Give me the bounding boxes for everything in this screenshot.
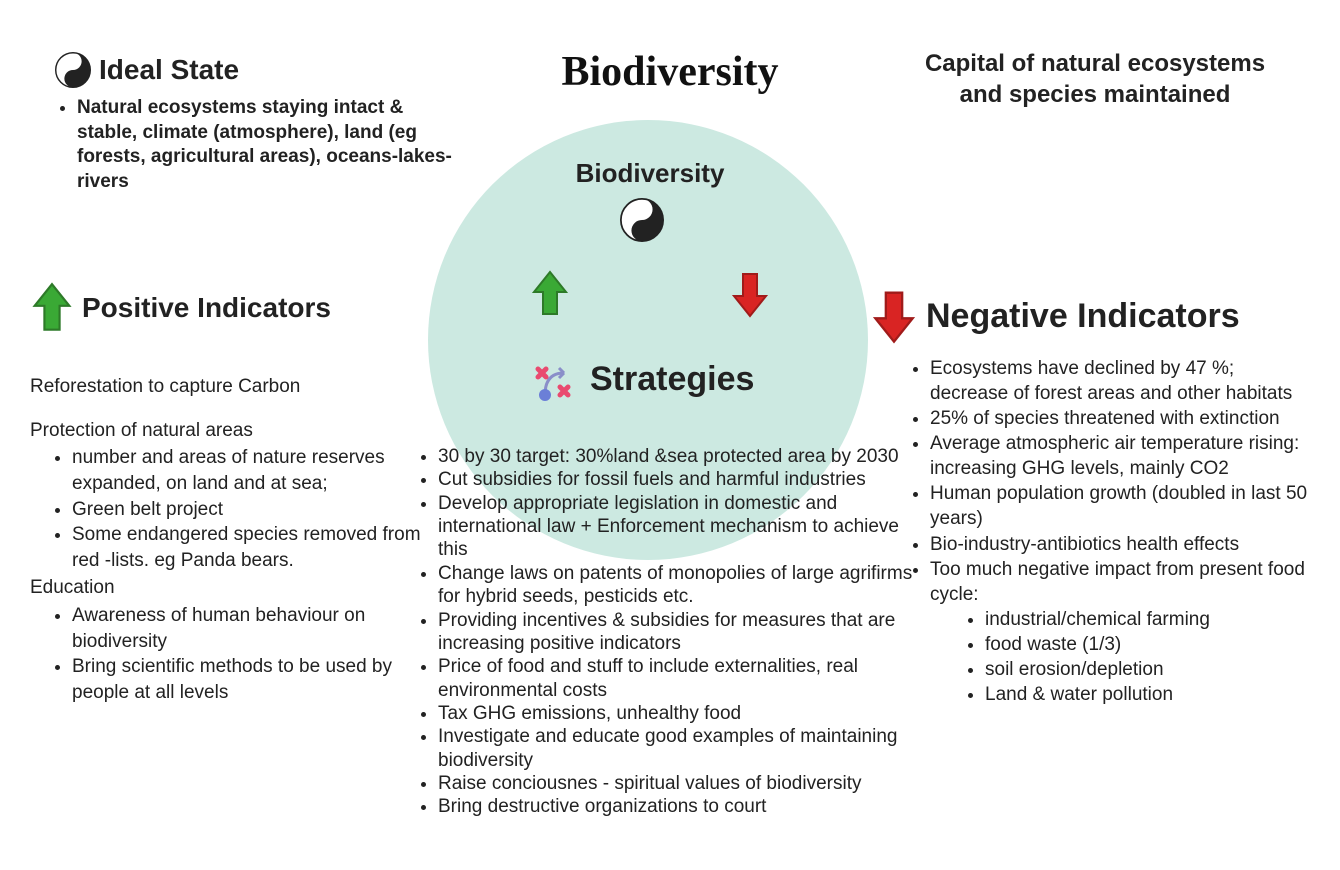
list-item: Bring scientific methods to be used by p… bbox=[72, 654, 430, 705]
list-item: Cut subsidies for fossil fuels and harmf… bbox=[438, 468, 925, 491]
negative-indicators-section: Negative Indicators Ecosystems have decl… bbox=[870, 288, 1315, 707]
positive-group-title: Education bbox=[30, 575, 430, 601]
positive-group-list: Awareness of human behaviour on biodiver… bbox=[30, 603, 430, 706]
list-item: Tax GHG emissions, unhealthy food bbox=[438, 702, 925, 725]
ideal-state-list: Natural ecosystems staying intact & stab… bbox=[55, 96, 455, 195]
main-title: Biodiversity bbox=[562, 48, 779, 96]
list-item: soil erosion/depletion bbox=[985, 657, 1315, 682]
positive-group-list: number and areas of nature reserves expa… bbox=[30, 445, 430, 573]
list-item: Some endangered species removed from red… bbox=[72, 522, 430, 573]
circle-down-arrow-icon bbox=[730, 270, 770, 318]
up-arrow-icon bbox=[30, 282, 74, 334]
positive-body: Reforestation to capture Carbon Protecti… bbox=[30, 374, 430, 706]
positive-group-title: Protection of natural areas bbox=[30, 418, 430, 444]
strategies-icon bbox=[530, 355, 578, 403]
strategies-section: 30 by 30 target: 30%land &sea protected … bbox=[420, 445, 925, 819]
list-item: Average atmospheric air temperature risi… bbox=[930, 431, 1315, 481]
subtitle: Capital of natural ecosystems and specie… bbox=[905, 48, 1285, 110]
ideal-state-heading-text: Ideal State bbox=[99, 54, 239, 86]
list-item: Bring destructive organizations to court bbox=[438, 795, 925, 818]
list-item: Green belt project bbox=[72, 497, 430, 523]
list-item: Investigate and educate good examples of… bbox=[438, 725, 925, 772]
list-item: number and areas of nature reserves expa… bbox=[72, 445, 430, 496]
list-item: Land & water pollution bbox=[985, 682, 1315, 707]
list-item: Raise conciousnes - spiritual values of … bbox=[438, 772, 925, 795]
negative-body: Ecosystems have declined by 47 %; decrea… bbox=[870, 356, 1315, 707]
circle-yinyang-icon bbox=[620, 198, 664, 242]
list-item: Develop appropriate legislation in domes… bbox=[438, 492, 925, 562]
ideal-state-section: Ideal State Natural ecosystems staying i… bbox=[55, 52, 455, 195]
list-item: 25% of species threatened with extinctio… bbox=[930, 406, 1315, 431]
strategies-label-text: Strategies bbox=[590, 360, 754, 399]
circle-up-arrow-icon bbox=[530, 270, 570, 318]
negative-list: Ecosystems have declined by 47 %; decrea… bbox=[870, 356, 1315, 707]
positive-intro: Reforestation to capture Carbon bbox=[30, 374, 430, 400]
strategies-list: 30 by 30 target: 30%land &sea protected … bbox=[420, 445, 925, 819]
positive-heading-text: Positive Indicators bbox=[82, 292, 331, 324]
yinyang-icon bbox=[55, 52, 91, 88]
list-item: industrial/chemical farming bbox=[985, 607, 1315, 632]
list-item: food waste (1/3) bbox=[985, 632, 1315, 657]
list-item: Awareness of human behaviour on biodiver… bbox=[72, 603, 430, 654]
circle-strategies-label: Strategies bbox=[530, 355, 754, 403]
negative-heading-text: Negative Indicators bbox=[926, 297, 1240, 336]
list-item: Too much negative impact from present fo… bbox=[930, 557, 1315, 707]
negative-nested-list: industrial/chemical farming food waste (… bbox=[930, 607, 1315, 707]
ideal-state-heading: Ideal State bbox=[55, 52, 455, 88]
list-item: Providing incentives & subsidies for mea… bbox=[438, 609, 925, 656]
negative-heading: Negative Indicators bbox=[870, 288, 1315, 344]
list-item: Human population growth (doubled in last… bbox=[930, 481, 1315, 531]
list-item: Bio-industry-antibiotics health effects bbox=[930, 532, 1315, 557]
negative-nested-title: Too much negative impact from present fo… bbox=[930, 559, 1305, 605]
positive-indicators-section: Positive Indicators Reforestation to cap… bbox=[30, 282, 430, 706]
list-item: Change laws on patents of monopolies of … bbox=[438, 562, 925, 609]
positive-heading: Positive Indicators bbox=[30, 282, 430, 334]
list-item: Natural ecosystems staying intact & stab… bbox=[77, 96, 455, 195]
circle-biodiversity-label: Biodiversity bbox=[565, 158, 735, 189]
list-item: Price of food and stuff to include exter… bbox=[438, 655, 925, 702]
list-item: Ecosystems have declined by 47 %; decrea… bbox=[930, 356, 1315, 406]
down-arrow-icon bbox=[870, 288, 918, 344]
list-item: 30 by 30 target: 30%land &sea protected … bbox=[438, 445, 925, 468]
